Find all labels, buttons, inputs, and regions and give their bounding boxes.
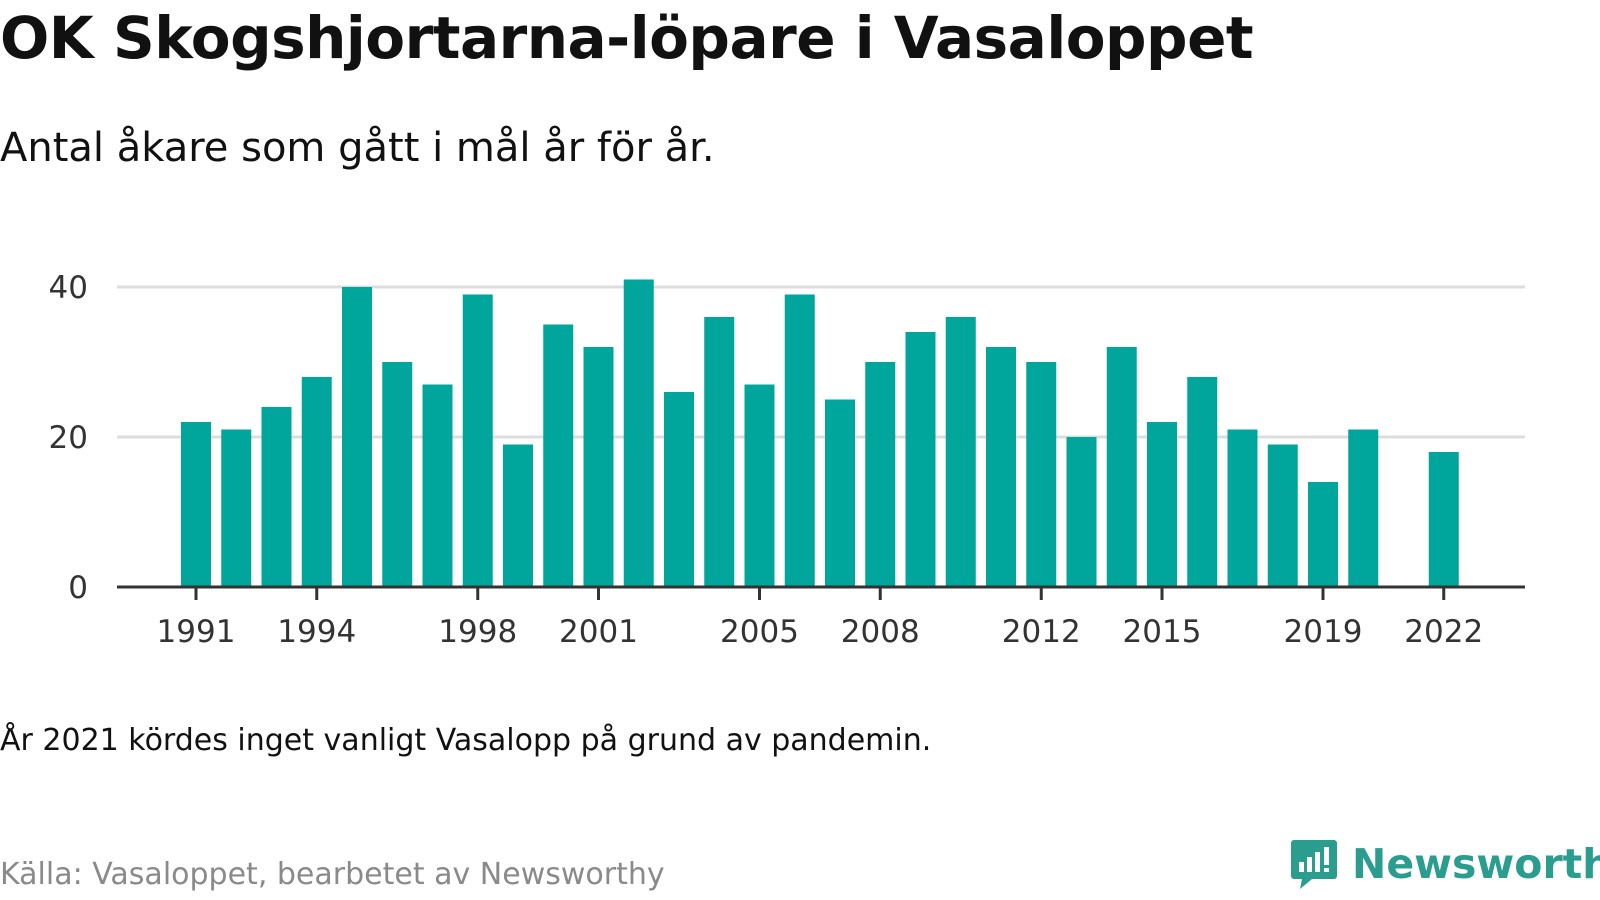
x-tick-label: 2005 xyxy=(720,614,799,650)
bar-2000 xyxy=(543,324,574,587)
bar-2017 xyxy=(1227,429,1258,587)
bar-1997 xyxy=(422,384,453,587)
bar-2016 xyxy=(1187,377,1218,587)
bar-2018 xyxy=(1267,444,1298,587)
x-tick-label: 2019 xyxy=(1284,614,1363,650)
bar-1996 xyxy=(382,362,413,587)
bar-2006 xyxy=(784,294,815,587)
newsworthy-logo: Newsworthy xyxy=(1290,838,1600,890)
bar-1999 xyxy=(503,444,533,587)
bar-1992 xyxy=(221,429,252,587)
bar-2001 xyxy=(583,347,614,587)
bar-1994 xyxy=(301,377,332,587)
bar-2005 xyxy=(744,384,775,587)
bar-2009 xyxy=(905,332,936,587)
bar-1993 xyxy=(261,407,292,587)
bar-2002 xyxy=(623,279,654,587)
bar-2019 xyxy=(1308,482,1338,587)
bar-2003 xyxy=(664,392,694,587)
x-tick-label: 2001 xyxy=(559,614,638,650)
bar-2022 xyxy=(1428,452,1459,587)
source-text: Källa: Vasaloppet, bearbetet av Newswort… xyxy=(0,857,665,892)
x-tick-label: 1991 xyxy=(157,614,236,650)
chart-note: År 2021 kördes inget vanligt Vasalopp på… xyxy=(0,723,932,758)
logo-name: Newsworthy xyxy=(1352,840,1600,888)
y-tick-label: 40 xyxy=(49,270,88,306)
x-tick-label: 2022 xyxy=(1404,614,1483,650)
x-tick-label: 1998 xyxy=(438,614,517,650)
bar-2012 xyxy=(1026,362,1057,587)
chart-subtitle: Antal åkare som gått i mål år för år. xyxy=(0,125,715,171)
bar-2007 xyxy=(825,399,855,587)
bar-2008 xyxy=(865,362,896,587)
bar-1995 xyxy=(342,287,372,587)
y-tick-label: 20 xyxy=(49,420,88,456)
bar-2020 xyxy=(1348,429,1379,587)
x-tick-label: 1994 xyxy=(277,614,356,650)
chart-title: OK Skogshjortarna-löpare i Vasaloppet xyxy=(0,4,1254,72)
bar-2013 xyxy=(1066,437,1097,587)
bar-1998 xyxy=(462,294,493,587)
y-tick-label: 0 xyxy=(68,570,88,606)
x-tick-label: 2008 xyxy=(841,614,920,650)
newsworthy-logo-icon xyxy=(1291,840,1337,889)
x-tick-label: 2015 xyxy=(1123,614,1202,650)
bar-2015 xyxy=(1147,422,1177,587)
bar-2010 xyxy=(945,317,976,587)
bar-2004 xyxy=(704,317,735,587)
x-tick-label: 2012 xyxy=(1002,614,1081,650)
bar-2014 xyxy=(1106,347,1137,587)
bar-2011 xyxy=(986,347,1016,587)
bar-chart: 0 20 40 1991 1994 1998 2001 2005 2008 2012 2015 201… xyxy=(49,270,1525,650)
bar-1991 xyxy=(181,422,211,587)
